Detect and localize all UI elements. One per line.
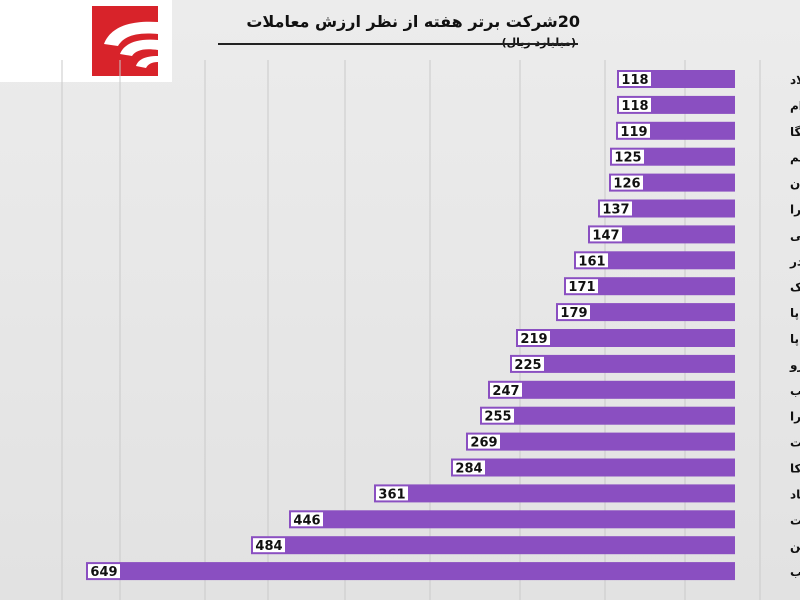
value-label: 255 bbox=[484, 410, 511, 425]
logo-swoosh bbox=[120, 39, 158, 56]
chart-title: 20شرکت برتر هفته از نظر ارزش معاملات bbox=[246, 12, 580, 31]
value-label: 269 bbox=[470, 436, 497, 451]
bar bbox=[466, 432, 735, 451]
category-label: های‌وب bbox=[790, 384, 800, 399]
value-label-box bbox=[490, 382, 522, 397]
logo-graphic bbox=[92, 6, 158, 76]
value-label: 126 bbox=[613, 177, 640, 192]
bar bbox=[488, 380, 735, 399]
value-label: 179 bbox=[560, 306, 587, 321]
value-label-box bbox=[576, 253, 608, 268]
value-label: 484 bbox=[255, 539, 282, 554]
value-label: 649 bbox=[90, 565, 117, 580]
category-label: فبیرا bbox=[790, 410, 800, 424]
chart-title-block: 20شرکت برتر هفته از نظر ارزش معاملات (می… bbox=[200, 12, 580, 49]
bar bbox=[574, 251, 735, 270]
bar bbox=[86, 562, 735, 581]
category-label: خصدرا bbox=[790, 203, 800, 217]
bar bbox=[251, 536, 735, 555]
bar bbox=[598, 199, 735, 218]
value-label: 225 bbox=[514, 358, 541, 373]
value-label: 119 bbox=[620, 125, 647, 140]
value-label: 118 bbox=[621, 73, 648, 88]
category-labels-group: فولاد کترام سمگا امین‌یکم کیان خصدرا فملی وبصاد… bbox=[789, 73, 800, 580]
value-label: 171 bbox=[568, 280, 595, 295]
value-label-box bbox=[618, 123, 650, 138]
bar bbox=[588, 225, 735, 244]
category-label: وبصادر bbox=[789, 254, 800, 269]
value-label-box bbox=[611, 175, 643, 190]
logo bbox=[0, 0, 172, 82]
value-label-box bbox=[600, 201, 632, 216]
value-label-box bbox=[512, 356, 544, 371]
category-label: وتوکا bbox=[790, 462, 800, 477]
bars-group bbox=[86, 70, 735, 581]
bar bbox=[480, 406, 735, 425]
value-label-box bbox=[468, 434, 500, 449]
value-label: 446 bbox=[293, 513, 320, 528]
category-label: وپترو bbox=[789, 358, 800, 373]
category-label: فاراک bbox=[790, 280, 800, 294]
value-label: 137 bbox=[602, 203, 629, 218]
value-label: 284 bbox=[455, 462, 482, 477]
bar bbox=[510, 354, 735, 373]
category-label: شکرین bbox=[790, 539, 800, 553]
value-label-box bbox=[619, 97, 651, 112]
logo-swoosh bbox=[104, 21, 158, 46]
category-label: خساپا bbox=[790, 306, 800, 320]
value-label-box bbox=[566, 279, 598, 294]
category-label: سمگا bbox=[790, 125, 800, 139]
value-label-box bbox=[590, 227, 622, 242]
value-label-box bbox=[518, 331, 550, 345]
value-label-box bbox=[482, 408, 514, 423]
value-label: 361 bbox=[378, 487, 405, 502]
category-label: فملی bbox=[790, 228, 800, 242]
category-label: وتجارت bbox=[790, 513, 800, 528]
category-label: وبملت bbox=[790, 436, 800, 451]
value-label-box bbox=[88, 564, 120, 579]
category-label: فولاد bbox=[790, 73, 800, 88]
value-label-box bbox=[619, 72, 651, 86]
category-label: اعتماد bbox=[790, 487, 800, 501]
value-label-box bbox=[253, 538, 285, 553]
title-underline bbox=[218, 43, 578, 45]
bar bbox=[374, 484, 735, 503]
value-label: 125 bbox=[614, 151, 641, 166]
bar bbox=[289, 510, 735, 529]
value-label: 161 bbox=[578, 254, 605, 269]
value-label-box bbox=[453, 460, 485, 475]
category-label: کیان bbox=[790, 177, 800, 191]
value-label-box bbox=[291, 512, 323, 527]
value-labels-group: 118 118 119 125 126 137 147 161 171 179 219 225 247 2… bbox=[88, 72, 651, 580]
value-label: 219 bbox=[520, 332, 547, 347]
value-label-box bbox=[558, 305, 590, 320]
category-label: امین‌یکم bbox=[790, 151, 800, 165]
bar bbox=[564, 277, 735, 296]
bar bbox=[556, 303, 735, 322]
value-label-box bbox=[612, 149, 644, 164]
logo-swoosh bbox=[136, 56, 158, 68]
chart-subtitle: (میلیارد ریال) bbox=[502, 36, 576, 49]
category-label: ذوب bbox=[790, 565, 800, 580]
bar bbox=[451, 458, 735, 477]
value-label-box bbox=[376, 486, 408, 501]
category-label: چکاپا bbox=[790, 332, 800, 346]
value-label: 118 bbox=[621, 99, 648, 114]
bar bbox=[516, 329, 735, 347]
value-label: 247 bbox=[492, 384, 519, 399]
category-label: کترام bbox=[790, 99, 800, 114]
value-label: 147 bbox=[592, 228, 619, 243]
